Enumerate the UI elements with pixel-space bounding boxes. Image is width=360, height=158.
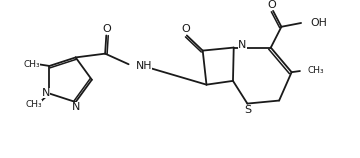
Text: CH₃: CH₃ [25, 100, 42, 109]
Text: N: N [41, 88, 50, 98]
Text: N: N [72, 102, 81, 112]
Text: O: O [182, 24, 190, 34]
Text: CH₃: CH₃ [23, 60, 40, 69]
Text: N: N [238, 40, 247, 50]
Text: OH: OH [310, 18, 327, 28]
Text: O: O [267, 0, 276, 10]
Text: O: O [102, 24, 111, 34]
Text: NH: NH [135, 61, 152, 71]
Text: S: S [244, 105, 251, 115]
Text: CH₃: CH₃ [307, 66, 324, 75]
